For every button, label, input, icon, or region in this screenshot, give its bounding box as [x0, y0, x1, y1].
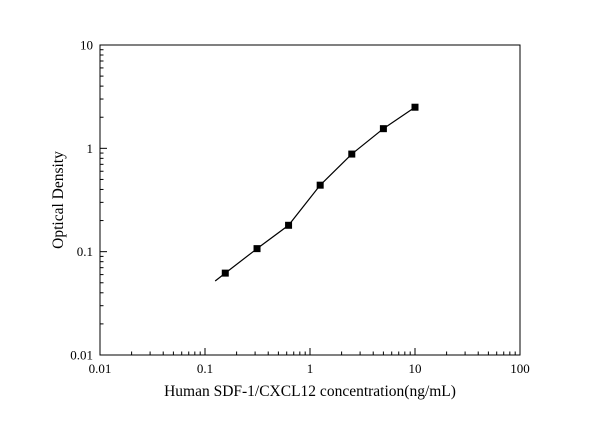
- y-tick-label: 10: [80, 38, 93, 53]
- plot-box: [99, 44, 521, 356]
- x-tick-label: 1: [307, 361, 314, 376]
- x-tick-label: 100: [510, 361, 530, 376]
- y-tick-label: 1: [87, 141, 94, 156]
- plot-area: 0.01 0.1 1 10 100 0.01 0.1 1 10: [70, 38, 530, 377]
- y-tick-label: 0.01: [70, 348, 93, 363]
- data-point: [285, 221, 293, 229]
- x-axis-label: Human SDF-1/CXCL12 concentration(ng/mL): [164, 383, 456, 400]
- x-tick-label: 0.1: [197, 361, 213, 376]
- y-axis-label: Optical Density: [50, 151, 67, 249]
- data-point: [316, 181, 324, 189]
- data-point: [411, 103, 419, 111]
- data-point: [379, 125, 387, 133]
- x-tick-label: 10: [409, 361, 422, 376]
- y-tick-label: 0.1: [77, 244, 93, 259]
- data-point: [348, 150, 356, 158]
- fitted-line: [214, 106, 416, 282]
- data-point: [221, 269, 229, 277]
- x-tick-label: 0.01: [89, 361, 112, 376]
- data-point: [253, 245, 261, 253]
